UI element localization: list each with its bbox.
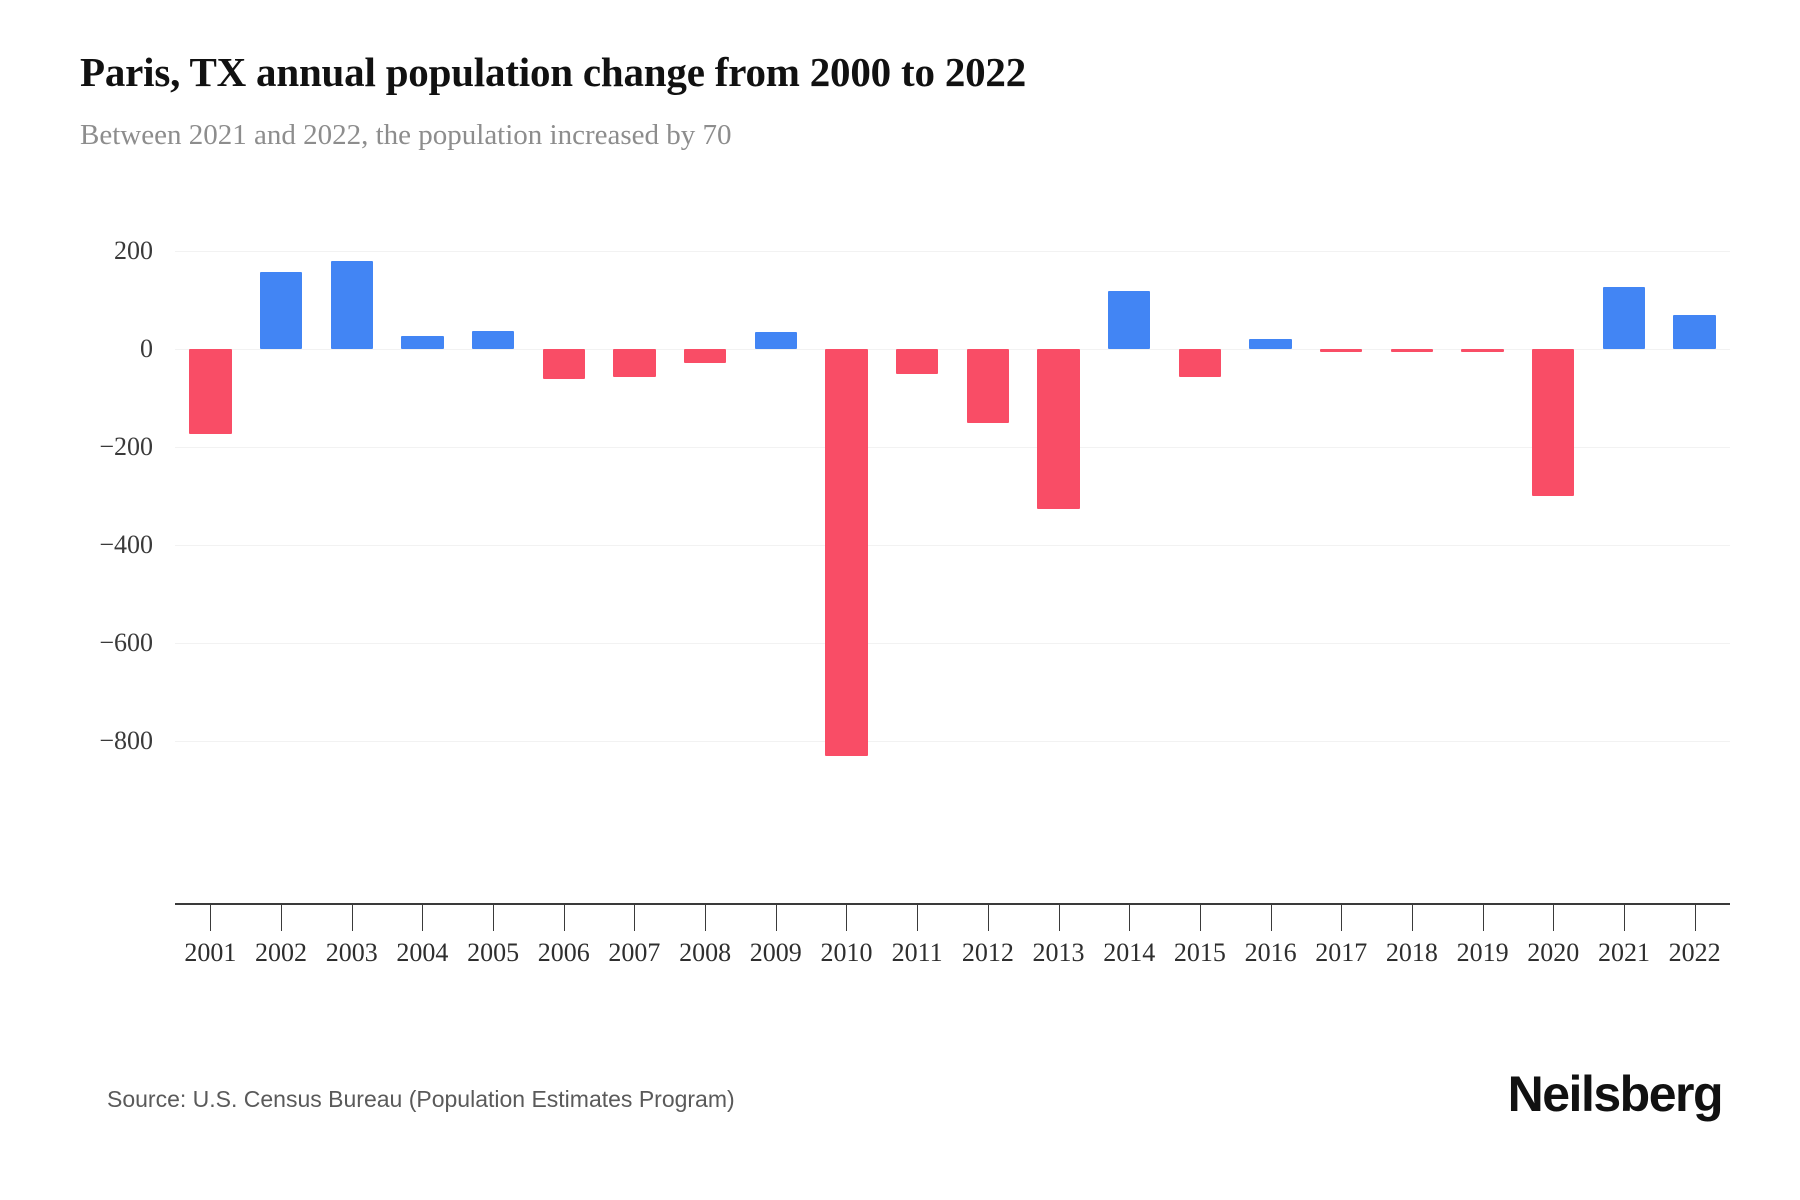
- x-axis-tick: [1059, 903, 1060, 931]
- x-axis-tick: [1271, 903, 1272, 931]
- x-axis-line: [175, 903, 1730, 905]
- x-axis-tick-label: 2008: [679, 938, 732, 967]
- bar-2017[interactable]: [1320, 349, 1363, 352]
- x-axis-tick-label: 2006: [537, 938, 590, 967]
- x-axis-tick-label: 2020: [1527, 938, 1580, 967]
- bar-2009[interactable]: [754, 331, 797, 349]
- gridline: [175, 349, 1730, 350]
- x-axis-tick: [1129, 903, 1130, 931]
- x-axis-tick: [1483, 903, 1484, 931]
- x-axis-tick-label: 2003: [325, 938, 378, 967]
- x-axis-tick: [1200, 903, 1201, 931]
- bar-2008[interactable]: [683, 349, 727, 363]
- bar-2003[interactable]: [330, 260, 373, 349]
- x-axis-tick: [352, 903, 353, 931]
- x-axis-tick: [422, 903, 423, 931]
- x-axis-tick-label: 2014: [1103, 938, 1156, 967]
- x-axis-tick: [705, 903, 706, 931]
- bar-2010[interactable]: [825, 349, 868, 756]
- bar-2019[interactable]: [1461, 349, 1504, 352]
- x-axis-tick-label: 2011: [891, 938, 943, 967]
- x-axis-tick-label: 2017: [1315, 938, 1368, 967]
- x-axis-tick: [1412, 903, 1413, 931]
- gridline: [175, 741, 1730, 742]
- page-title: Paris, TX annual population change from …: [80, 49, 1027, 95]
- x-axis-tick-label: 2021: [1597, 938, 1650, 967]
- x-axis-tick: [281, 903, 282, 931]
- x-axis-tick: [1695, 903, 1696, 931]
- chart-header: Paris, TX annual population change from …: [80, 48, 1720, 153]
- x-axis-tick-label: 2002: [255, 938, 308, 967]
- bar-2021[interactable]: [1602, 287, 1646, 349]
- x-axis-tick-label: 2012: [961, 938, 1014, 967]
- x-axis-tick-label: 2019: [1456, 938, 1509, 967]
- x-axis-tick-label: 2013: [1032, 938, 1085, 967]
- y-axis-tick-label: −200: [99, 432, 153, 461]
- bar-2015[interactable]: [1178, 349, 1222, 377]
- x-axis-tick-label: 2004: [396, 938, 449, 967]
- bar-2002[interactable]: [259, 271, 303, 349]
- source-note: Source: U.S. Census Bureau (Population E…: [107, 1086, 735, 1112]
- bar-2014[interactable]: [1108, 291, 1151, 349]
- bar-2004[interactable]: [401, 335, 444, 349]
- x-axis-tick-label: 2009: [749, 938, 802, 967]
- bar-2018[interactable]: [1390, 349, 1434, 352]
- x-axis-tick-label: 2015: [1173, 938, 1226, 967]
- x-axis-tick-label: 2022: [1668, 938, 1721, 967]
- y-axis-tick-label: 0: [140, 334, 153, 363]
- brand-logo: Neilsberg: [1507, 1066, 1724, 1122]
- y-axis-tick-label: −400: [99, 530, 153, 559]
- gridline: [175, 447, 1730, 448]
- gridline: [175, 545, 1730, 546]
- bar-2016[interactable]: [1249, 339, 1292, 349]
- bar-2001[interactable]: [189, 349, 232, 434]
- bar-2012[interactable]: [966, 349, 1010, 424]
- bar-2006[interactable]: [542, 349, 585, 380]
- bar-2011[interactable]: [895, 349, 939, 375]
- x-axis-tick-label: 2005: [467, 938, 520, 967]
- bar-2007[interactable]: [613, 349, 656, 377]
- chart-subtitle: Between 2021 and 2022, the population in…: [80, 119, 732, 152]
- y-axis-tick-label: 200: [114, 236, 153, 265]
- x-axis-tick-label: 2007: [608, 938, 661, 967]
- x-axis-tick: [917, 903, 918, 931]
- x-axis-tick: [1624, 903, 1625, 931]
- x-axis-tick: [846, 903, 847, 931]
- bar-2005[interactable]: [471, 330, 515, 349]
- x-axis-tick-label: 2010: [820, 938, 873, 967]
- bar-2013[interactable]: [1037, 349, 1080, 510]
- bar-2022[interactable]: [1673, 314, 1716, 349]
- y-axis-tick-label: −600: [99, 628, 153, 657]
- gridline: [175, 251, 1730, 252]
- x-axis-tick-label: 2018: [1385, 938, 1438, 967]
- x-axis-tick-label: 2001: [184, 938, 237, 967]
- x-axis-tick: [210, 903, 211, 931]
- x-axis-tick: [1553, 903, 1554, 931]
- x-axis-tick: [1341, 903, 1342, 931]
- x-axis-tick: [634, 903, 635, 931]
- x-axis-tick: [564, 903, 565, 931]
- gridline: [175, 643, 1730, 644]
- x-axis-tick: [776, 903, 777, 931]
- bar-2020[interactable]: [1532, 349, 1575, 496]
- x-axis-tick: [493, 903, 494, 931]
- y-axis-tick-label: −800: [99, 726, 153, 755]
- x-axis-tick-label: 2016: [1244, 938, 1297, 967]
- x-axis-tick: [988, 903, 989, 931]
